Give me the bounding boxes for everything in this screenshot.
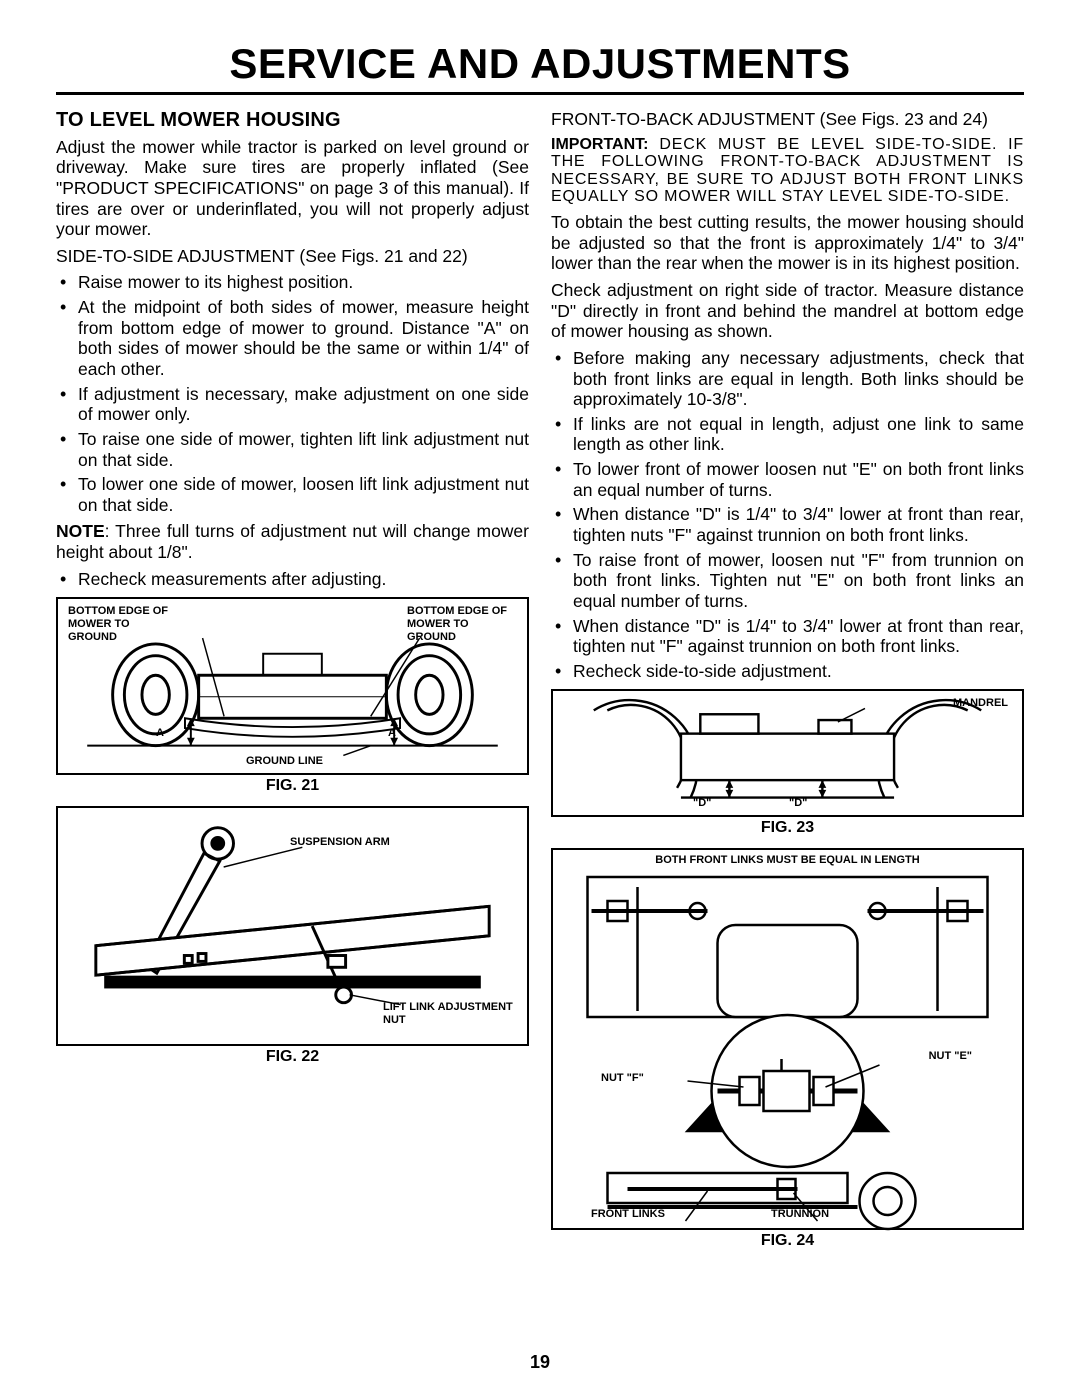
- fig23-svg: [553, 691, 1022, 815]
- list-item: Recheck measurements after adjusting.: [78, 569, 529, 590]
- left-column: TO LEVEL MOWER HOUSING Adjust the mower …: [56, 109, 529, 1251]
- fig24-label-front-links: FRONT LINKS: [591, 1208, 665, 1221]
- front-para-1: To obtain the best cutting results, the …: [551, 212, 1024, 274]
- fig22-caption: FIG. 22: [56, 1048, 529, 1067]
- fig21-label-a-right: A: [388, 727, 396, 740]
- list-item: When distance "D" is 1/4" to 3/4" lower …: [573, 616, 1024, 657]
- list-item: To raise front of mower, loosen nut "F" …: [573, 550, 1024, 612]
- list-item: To lower front of mower loosen nut "E" o…: [573, 459, 1024, 500]
- title-rule: [56, 92, 1024, 95]
- list-item: Before making any necessary adjustments,…: [573, 348, 1024, 410]
- fig24-label-nut-f: NUT "F": [601, 1072, 644, 1085]
- list-item: If links are not equal in length, adjust…: [573, 414, 1024, 455]
- fig23-label-mandrel: MANDREL: [953, 697, 1008, 710]
- note-label: NOTE: [56, 521, 105, 541]
- fig21-label-a-left: A: [156, 727, 164, 740]
- note-text: : Three full turns of adjustment nut wil…: [56, 521, 529, 562]
- important-label: IMPORTANT:: [551, 136, 648, 153]
- list-item: Recheck side-to-side adjustment.: [573, 661, 1024, 682]
- fig24-label-equal: BOTH FRONT LINKS MUST BE EQUAL IN LENGTH: [553, 850, 1022, 871]
- fig22-label-lift-link: LIFT LINK ADJUSTMENT NUT: [383, 1001, 513, 1026]
- note-paragraph: NOTE: Three full turns of adjustment nut…: [56, 521, 529, 562]
- figure-22: SUSPENSION ARM LIFT LINK ADJUSTMENT NUT: [56, 806, 529, 1046]
- page-title: SERVICE AND ADJUSTMENTS: [56, 40, 1024, 92]
- level-housing-heading: TO LEVEL MOWER HOUSING: [56, 109, 529, 133]
- fig24-label-trunnion: TRUNNION: [771, 1208, 829, 1221]
- right-column: FRONT-TO-BACK ADJUSTMENT (See Figs. 23 a…: [551, 109, 1024, 1251]
- intro-paragraph: Adjust the mower while tractor is parked…: [56, 137, 529, 240]
- side-adjust-list: Raise mower to its highest position. At …: [56, 272, 529, 515]
- important-paragraph: IMPORTANT: DECK MUST BE LEVEL SIDE-TO-SI…: [551, 136, 1024, 206]
- fig21-label-right: BOTTOM EDGE OF MOWER TO GROUND: [407, 605, 517, 643]
- figure-21: BOTTOM EDGE OF MOWER TO GROUND BOTTOM ED…: [56, 597, 529, 775]
- list-item: To lower one side of mower, loosen lift …: [78, 474, 529, 515]
- fig23-caption: FIG. 23: [551, 819, 1024, 838]
- fig24-label-nut-e: NUT "E": [929, 1050, 972, 1063]
- fig21-caption: FIG. 21: [56, 777, 529, 796]
- fig22-label-suspension: SUSPENSION ARM: [290, 836, 390, 849]
- fig21-label-ground: GROUND LINE: [246, 755, 323, 768]
- front-para-2: Check adjustment on right side of tracto…: [551, 280, 1024, 342]
- list-item: To raise one side of mower, tighten lift…: [78, 429, 529, 470]
- recheck-list: Recheck measurements after adjusting.: [56, 569, 529, 590]
- figure-23: MANDREL "D" "D": [551, 689, 1024, 817]
- list-item: If adjustment is necessary, make adjustm…: [78, 384, 529, 425]
- page-number: 19: [530, 1352, 550, 1373]
- fig21-label-left: BOTTOM EDGE OF MOWER TO GROUND: [68, 605, 178, 643]
- list-item: Raise mower to its highest position.: [78, 272, 529, 293]
- front-adjust-heading: FRONT-TO-BACK ADJUSTMENT (See Figs. 23 a…: [551, 109, 1024, 130]
- figure-24: BOTH FRONT LINKS MUST BE EQUAL IN LENGTH: [551, 848, 1024, 1230]
- columns-container: TO LEVEL MOWER HOUSING Adjust the mower …: [56, 109, 1024, 1251]
- fig23-label-d1: "D": [693, 797, 711, 810]
- side-adjust-heading: SIDE-TO-SIDE ADJUSTMENT (See Figs. 21 an…: [56, 246, 529, 267]
- fig23-label-d2: "D": [789, 797, 807, 810]
- front-adjust-list: Before making any necessary adjustments,…: [551, 348, 1024, 682]
- list-item: When distance "D" is 1/4" to 3/4" lower …: [573, 504, 1024, 545]
- list-item: At the midpoint of both sides of mower, …: [78, 297, 529, 380]
